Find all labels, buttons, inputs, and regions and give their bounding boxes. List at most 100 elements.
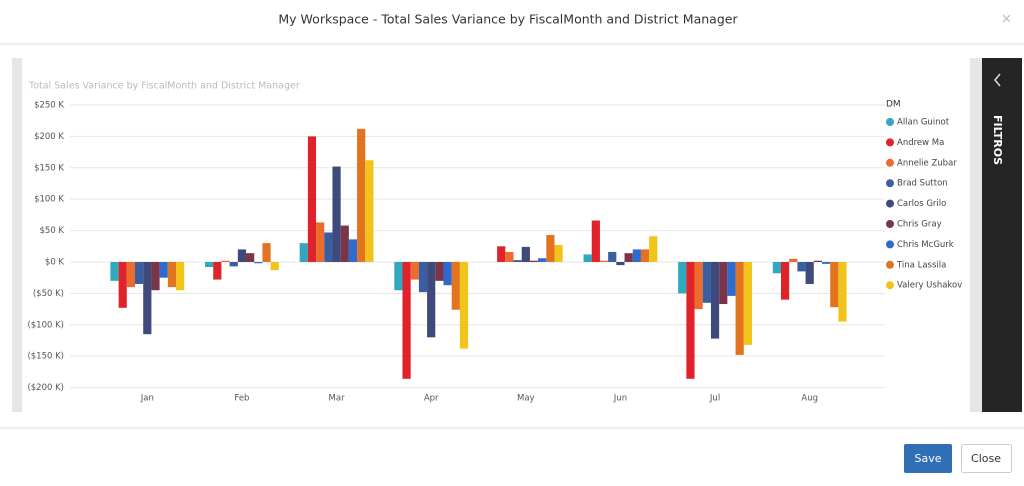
bar: [497, 246, 506, 262]
bar: [435, 261, 444, 281]
bar: [332, 166, 341, 262]
bar: [640, 249, 650, 262]
x-tick-label: Jan: [140, 394, 154, 404]
bar: [394, 261, 403, 291]
legend-label: Tina Lassila: [896, 260, 946, 270]
bar: [513, 260, 522, 262]
bar: [780, 261, 790, 300]
bar: [316, 222, 325, 262]
plot: $250 K $200 K $150 K $100 K $50 K $0 K ($50 K)…: [27, 100, 962, 403]
bar: [599, 260, 609, 262]
close-icon[interactable]: [1002, 14, 1011, 23]
legend-label: Chris Gray: [897, 220, 942, 230]
bar: [270, 261, 279, 271]
bar: [151, 261, 160, 291]
bar: [365, 160, 374, 262]
bar: [159, 261, 168, 278]
save-label: Save: [914, 452, 941, 465]
legend-marker: [886, 138, 894, 147]
legend-marker: [886, 240, 894, 249]
legend-marker: [886, 158, 894, 167]
bar: [813, 260, 822, 262]
bar: [743, 261, 752, 345]
chart-title: Total Sales Variance by FiscalMonth and …: [28, 81, 300, 92]
y-tick-label: $250 K: [34, 100, 64, 110]
bar: [591, 220, 600, 262]
bar: [821, 261, 831, 264]
y-tick-label: $150 K: [34, 163, 64, 173]
bar: [727, 261, 736, 296]
x-tick-label: Jun: [613, 394, 627, 404]
bar: [797, 261, 806, 272]
bar: [410, 261, 419, 280]
bar: [694, 261, 703, 310]
legend-label: Andrew Ma: [897, 138, 944, 148]
bar: [830, 261, 839, 308]
bar: [143, 261, 152, 335]
bar: [418, 261, 428, 293]
bar: [538, 258, 547, 262]
bar: [135, 261, 144, 284]
bar: [616, 261, 625, 266]
bar: [529, 260, 539, 262]
legend-title: DM: [886, 100, 901, 110]
bar: [402, 261, 411, 379]
bar: [608, 251, 617, 262]
bar: [649, 236, 658, 262]
close-label: Close: [971, 452, 1001, 465]
dialog-title: My Workspace - Total Sales Variance by F…: [278, 12, 738, 27]
bar: [546, 234, 555, 262]
bar: [805, 261, 814, 284]
bar: [451, 261, 460, 310]
bar: [459, 261, 469, 349]
bar: [167, 261, 177, 288]
bar: [719, 261, 728, 305]
legend-marker: [886, 220, 894, 228]
y-tick-label: $50 K: [40, 226, 65, 236]
chevron[interactable]: [994, 73, 1001, 87]
bar: [307, 136, 317, 262]
bar: [348, 239, 358, 262]
y-tick-label: ($200 K): [27, 383, 64, 393]
legend-marker: [886, 260, 894, 269]
filter-label: FILTROS: [991, 115, 1004, 165]
bar: [702, 261, 711, 303]
legend-marker: [886, 179, 894, 188]
bar: [254, 261, 263, 264]
y-tick-label: $0 K: [45, 257, 65, 267]
frame-left: [12, 58, 22, 412]
x-tick-label: Mar: [329, 394, 346, 404]
bar: [229, 261, 238, 267]
bar: [237, 249, 247, 262]
legend-label: Brad Sutton: [897, 179, 948, 189]
y-tick-label: ($150 K): [27, 352, 64, 362]
legend-label: Chris McGurk: [897, 240, 954, 250]
close-button[interactable]: [961, 444, 1012, 473]
x-tick-label: Aug: [801, 394, 818, 404]
bar: [554, 245, 563, 262]
x-tick-label: Apr: [424, 394, 439, 404]
save-button[interactable]: [904, 444, 952, 473]
bar: [262, 243, 271, 262]
bar: [632, 249, 641, 262]
bar: [686, 261, 695, 379]
y-tick-label: ($50 K): [33, 289, 64, 299]
bar: [221, 260, 230, 262]
bar: [110, 261, 119, 281]
legend-label: Allan Guinot: [897, 118, 950, 128]
legend-label: Valery Ushakov: [897, 281, 962, 291]
bar: [427, 261, 436, 338]
bar: [710, 261, 720, 339]
y-tick-label: $100 K: [34, 195, 64, 205]
bar: [583, 254, 592, 262]
bar: [735, 261, 744, 355]
filter-pane[interactable]: [982, 58, 1022, 412]
y-tick-label: $200 K: [34, 132, 64, 142]
legend-label: Carlos Grilo: [897, 199, 946, 209]
bar: [521, 246, 530, 262]
bar: [789, 258, 798, 262]
bar: [299, 243, 308, 262]
bar: [340, 225, 349, 262]
